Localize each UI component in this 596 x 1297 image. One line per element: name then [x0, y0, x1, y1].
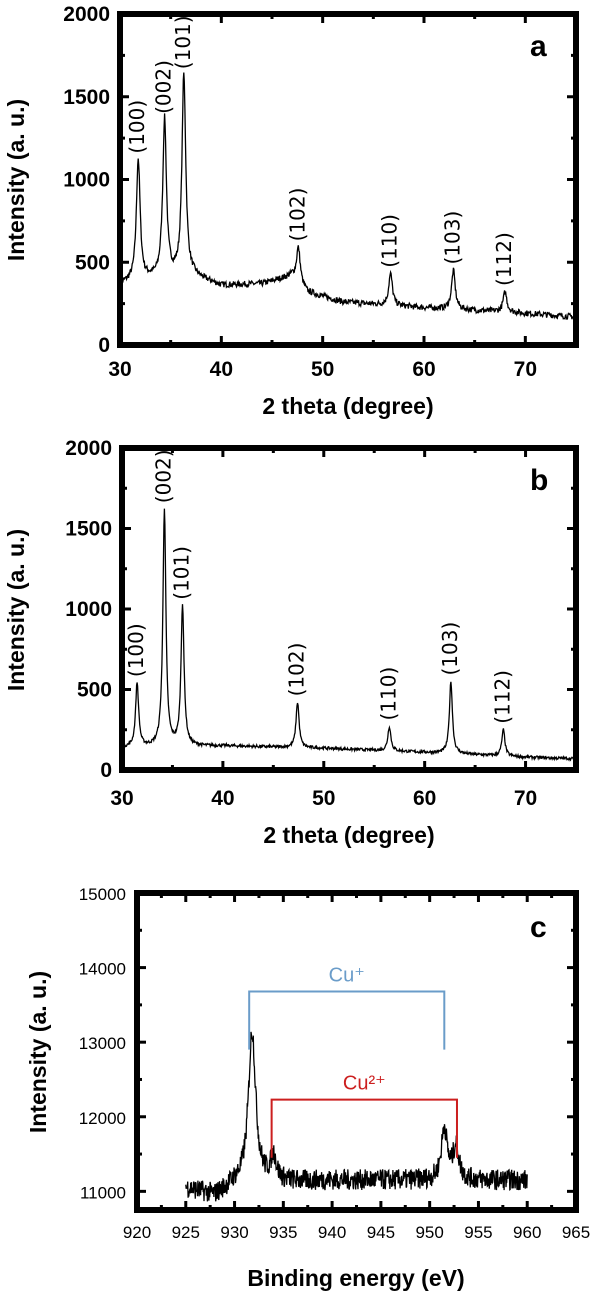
y-tick-label: 1500 — [65, 518, 112, 541]
x-tick-label: 30 — [110, 787, 133, 810]
annotation-bracket — [270, 1098, 458, 1158]
x-tick-label: 70 — [514, 358, 537, 381]
panel-a-ticks — [118, 12, 578, 347]
y-tick-label: 1000 — [63, 169, 110, 192]
panel-b-x-tick-labels: 30 40 50 60 70 — [110, 787, 537, 810]
x-tick-label: 920 — [123, 1223, 151, 1242]
peak-label: (112) — [490, 670, 514, 724]
y-tick-label: 500 — [75, 251, 110, 274]
panel-c-ticks — [135, 891, 578, 1210]
peak-label: (002) — [152, 60, 176, 114]
panel-a-y-tick-labels: 0 500 1000 1500 2000 — [63, 3, 110, 357]
y-tick-label: 0 — [98, 334, 110, 357]
y-tick-label: 1000 — [65, 598, 112, 621]
y-tick-label: 1500 — [63, 86, 110, 109]
y-tick-label: 11000 — [80, 1183, 126, 1202]
x-tick-label: 955 — [464, 1223, 492, 1242]
panel-c-letter: c — [530, 911, 547, 944]
x-tick-label: 965 — [562, 1223, 590, 1242]
panel-c: 11000 12000 13000 14000 15000 920 925 930 935 94… — [25, 885, 590, 1291]
panel-c-x-tick-labels: 920 925 930 935 940 945 950 955 960 965 — [123, 1223, 590, 1242]
panel-a-peak-labels: (100)(002)(101) (102) (110) (103) (112) — [125, 15, 516, 286]
peak-label: (110) — [378, 214, 402, 268]
panel-c-annotations: Cu⁺ Cu²⁺ — [248, 964, 458, 1158]
x-tick-label: 925 — [172, 1223, 200, 1242]
y-tick-label: 500 — [77, 679, 112, 702]
panel-a-y-axis-title: Intensity (a. u.) — [3, 99, 29, 261]
panel-b-letter: b — [530, 464, 548, 497]
panel-b-peak-labels: (100) (002) (101) (102) (110) (103) (112) — [124, 449, 514, 723]
panel-c-frame — [134, 890, 579, 1213]
panel-b-ticks — [120, 446, 578, 772]
panel-a-x-axis-title: 2 theta (degree) — [262, 393, 433, 419]
x-tick-label: 950 — [415, 1223, 443, 1242]
peak-label: (100) — [125, 100, 149, 154]
panel-b-y-tick-labels: 0 500 1000 1500 2000 — [65, 437, 112, 782]
x-tick-label: 935 — [269, 1223, 297, 1242]
x-tick-label: 60 — [413, 787, 436, 810]
peak-label: (101) — [171, 15, 195, 69]
panel-c-x-axis-title: Binding energy (eV) — [247, 1265, 464, 1291]
peak-label: (002) — [151, 449, 175, 503]
x-tick-label: 930 — [220, 1223, 248, 1242]
panel-c-spectrum — [185, 1031, 528, 1202]
peak-label: (100) — [124, 623, 148, 677]
y-tick-label: 0 — [100, 759, 112, 782]
panel-a-spectrum — [119, 72, 577, 320]
panel-c-y-tick-labels: 11000 12000 13000 14000 15000 — [79, 885, 126, 1202]
peak-label: (102) — [285, 188, 309, 242]
peak-label: (102) — [285, 643, 309, 697]
panel-c-y-axis-title: Intensity (a. u.) — [25, 971, 51, 1133]
annotation-label: Cu²⁺ — [343, 1073, 386, 1095]
y-tick-label: 14000 — [79, 960, 126, 979]
panel-a-letter: a — [530, 30, 547, 63]
peak-label: (112) — [492, 232, 516, 286]
peak-label: (110) — [376, 667, 400, 721]
x-tick-label: 70 — [514, 787, 537, 810]
x-tick-label: 40 — [211, 787, 234, 810]
y-tick-label: 2000 — [63, 3, 110, 26]
x-tick-label: 945 — [367, 1223, 395, 1242]
peak-label: (103) — [440, 211, 464, 265]
annotation-label: Cu⁺ — [329, 964, 365, 986]
panel-b-y-axis-title: Intensity (a. u.) — [3, 529, 29, 691]
panel-b-x-axis-title: 2 theta (degree) — [263, 822, 434, 848]
x-tick-label: 50 — [312, 787, 335, 810]
y-tick-label: 13000 — [79, 1034, 126, 1053]
peak-label: (103) — [438, 622, 462, 676]
y-tick-label: 12000 — [79, 1109, 126, 1128]
panel-a-x-tick-labels: 30 40 50 60 70 — [108, 358, 537, 381]
y-tick-label: 2000 — [65, 437, 112, 460]
x-tick-label: 940 — [318, 1223, 346, 1242]
x-tick-label: 30 — [108, 358, 131, 381]
panel-b-spectrum — [121, 508, 577, 762]
x-tick-label: 50 — [311, 358, 334, 381]
x-tick-label: 60 — [412, 358, 435, 381]
annotation-bracket — [248, 990, 446, 1050]
y-tick-label: 15000 — [79, 885, 126, 904]
peak-label: (101) — [170, 546, 194, 600]
x-tick-label: 960 — [513, 1223, 541, 1242]
x-tick-label: 40 — [210, 358, 233, 381]
